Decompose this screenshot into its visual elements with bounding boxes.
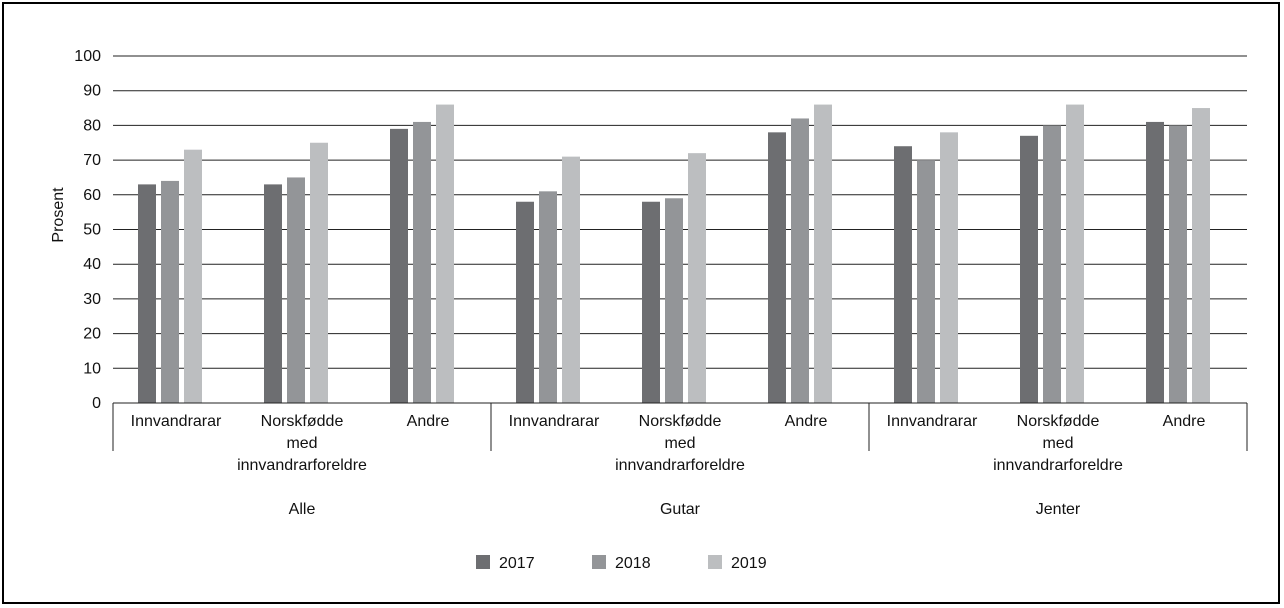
bar-2017 [1020,135,1038,403]
category-label: Andre [1163,413,1206,430]
category-label: Andre [785,413,828,430]
bar-2017 [894,146,912,403]
y-tick-label: 80 [83,117,101,134]
category-label: Andre [407,413,450,430]
category-label: med [286,435,317,452]
y-tick-label: 60 [83,187,101,204]
legend: 2017 2018 2019 [476,555,767,572]
y-axis-label: Prosent [50,187,67,243]
legend-label: 2017 [499,555,535,572]
bar-2017 [138,184,156,403]
bar-2017 [264,184,282,403]
y-tick-label: 100 [74,48,101,65]
group-label: Gutar [660,501,701,518]
y-tick-label: 20 [83,326,101,343]
axes: 0 10 20 30 40 50 60 70 80 90 100 Innvandrarar Norskf… [74,48,1248,518]
bar-2019 [562,156,580,403]
bar-2017 [1146,121,1164,404]
bar-2018 [287,177,305,403]
category-label: Norskfødde [261,413,344,430]
y-tick-label: 50 [83,222,101,239]
bar-2017 [390,128,408,403]
bar-2019 [814,104,832,403]
bar-2018 [1043,125,1061,404]
legend-label: 2019 [731,555,767,572]
y-tick-label: 0 [92,395,101,412]
category-label: Norskfødde [639,413,722,430]
bar-2018 [917,160,935,403]
category-label: innvandrarforeldre [237,457,367,474]
bar-2018 [539,191,557,403]
bar-2017 [768,132,786,403]
y-tick-label: 70 [83,152,101,169]
bar-2017 [516,201,534,403]
category-label: Innvandrarar [509,413,600,430]
bars [138,104,1210,404]
bar-2019 [1066,104,1084,403]
legend-swatch-2019 [708,555,722,569]
bar-2019 [688,153,706,403]
y-tick-label: 30 [83,291,101,308]
legend-label: 2018 [615,555,651,572]
group-label: Jenter [1036,501,1081,518]
y-tick-label: 90 [83,83,101,100]
category-label: innvandrarforeldre [615,457,745,474]
y-tick-label: 40 [83,256,101,273]
category-label: innvandrarforeldre [993,457,1123,474]
bar-2019 [184,149,202,403]
bar-2019 [310,142,328,403]
category-label: Innvandrarar [131,413,222,430]
bar-2019 [436,104,454,403]
category-label: Norskfødde [1017,413,1100,430]
group-label: Alle [289,501,316,518]
bar-2018 [161,180,179,403]
bar-2018 [665,198,683,403]
bar-2017 [642,201,660,403]
legend-swatch-2017 [476,555,490,569]
category-label: Innvandrarar [887,413,978,430]
bar-2019 [940,132,958,403]
bar-2019 [1192,108,1210,404]
y-tick-label: 10 [83,360,101,377]
bar-2018 [413,121,431,404]
legend-swatch-2018 [592,555,606,569]
category-label: med [1042,435,1073,452]
category-label: med [664,435,695,452]
bar-2018 [791,118,809,404]
bar-2018 [1169,125,1187,404]
